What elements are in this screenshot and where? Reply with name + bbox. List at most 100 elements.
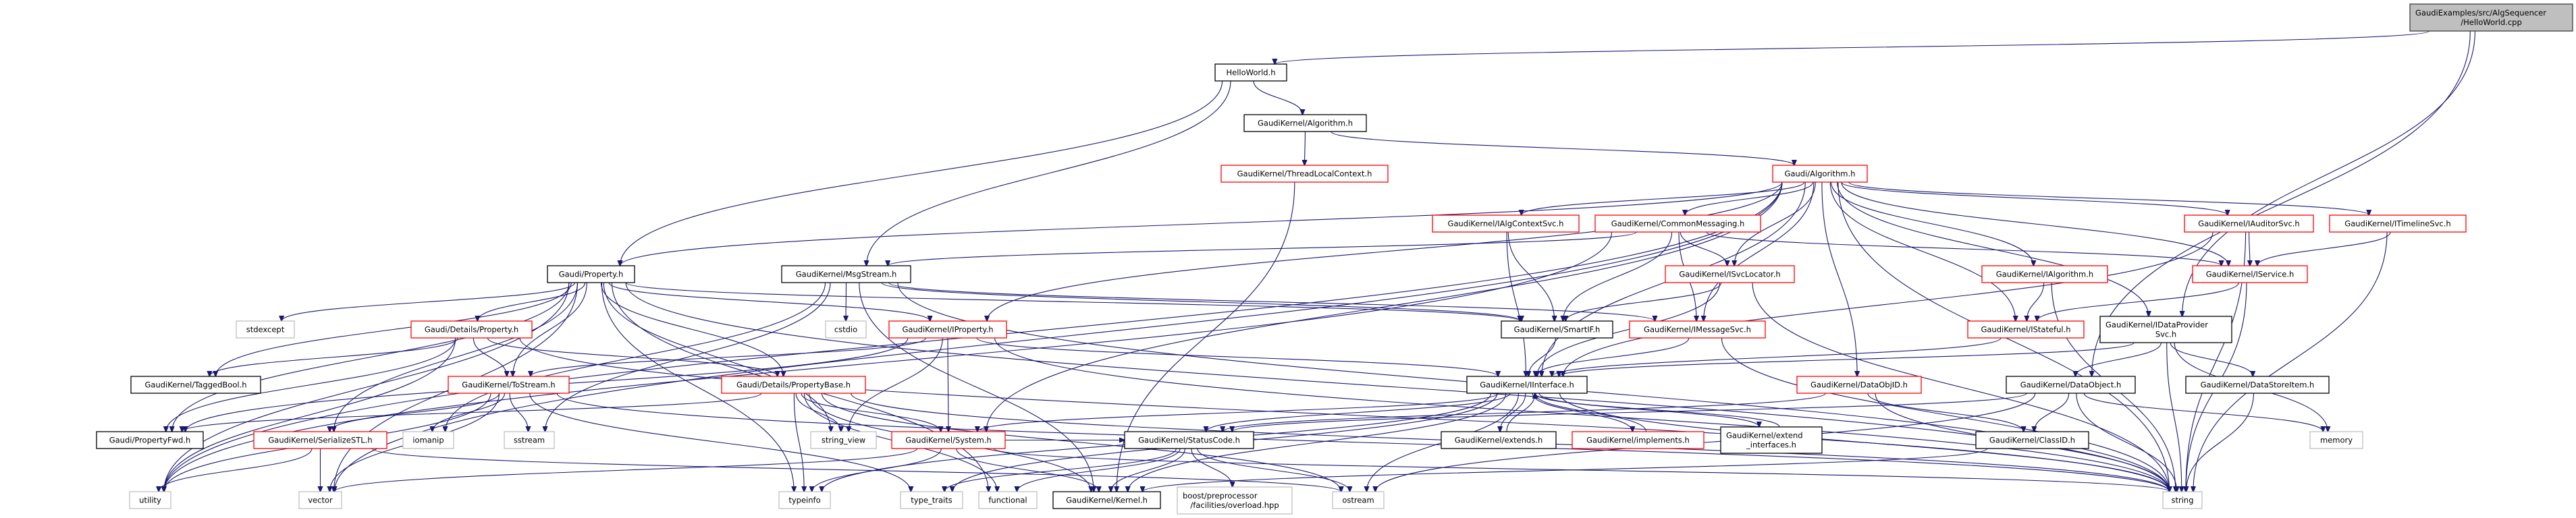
node-smartif[interactable]: GaudiKernel/SmartIF.h: [1501, 320, 1613, 339]
node-cmsg[interactable]: GaudiKernel/CommonMessaging.h: [1594, 214, 1761, 233]
node-box[interactable]: [1177, 486, 1293, 515]
node-box[interactable]: [2162, 491, 2203, 509]
node-box[interactable]: [1466, 376, 1588, 394]
node-box[interactable]: [2192, 265, 2308, 283]
node-box[interactable]: [810, 431, 877, 449]
node-sstream[interactable]: sstream: [504, 431, 555, 449]
node-box[interactable]: [1124, 431, 1254, 449]
node-box[interactable]: [1975, 431, 2089, 449]
node-box[interactable]: [298, 491, 342, 509]
node-box[interactable]: [2185, 376, 2330, 394]
node-pfwd[interactable]: Gaudi/PropertyFwd.h: [96, 431, 204, 449]
node-iint[interactable]: GaudiKernel/IInterface.h: [1466, 376, 1588, 394]
node-aud[interactable]: GaudiKernel/IAuditorSvc.h: [2184, 214, 2314, 233]
node-box[interactable]: [1981, 265, 2108, 283]
node-box[interactable]: [1629, 320, 1766, 339]
node-box[interactable]: [1772, 165, 1868, 183]
node-box[interactable]: [2006, 376, 2136, 394]
node-box[interactable]: [900, 491, 963, 509]
node-kernel[interactable]: GaudiKernel/Kernel.h: [1052, 491, 1161, 509]
node-galg[interactable]: Gaudi/Algorithm.h: [1772, 165, 1868, 183]
node-box[interactable]: [129, 491, 171, 509]
node-imsg[interactable]: GaudiKernel/IMessageSvc.h: [1629, 320, 1766, 339]
node-box[interactable]: [130, 376, 261, 394]
node-boost[interactable]: boost/preprocessor/facilities/overload.h…: [1177, 486, 1293, 515]
node-extif[interactable]: GaudiKernel/extend _interfaces.h: [1720, 426, 1823, 454]
node-box[interactable]: [1220, 165, 1389, 183]
node-pbase[interactable]: Gaudi/Details/PropertyBase.h: [721, 376, 866, 394]
node-iomanip[interactable]: iomanip: [402, 431, 454, 449]
node-idp[interactable]: GaudiKernel/IDataProvider Svc.h: [2099, 316, 2232, 343]
node-dsi[interactable]: GaudiKernel/DataStoreItem.h: [2185, 376, 2330, 394]
node-box[interactable]: [2409, 3, 2573, 32]
node-tagged[interactable]: GaudiKernel/TaggedBool.h: [130, 376, 261, 394]
node-cstdio[interactable]: cstdio: [825, 320, 867, 339]
node-box[interactable]: [1720, 426, 1823, 454]
node-extends[interactable]: GaudiKernel/extends.h: [1441, 431, 1557, 449]
node-utility[interactable]: utility: [129, 491, 171, 509]
node-box[interactable]: [781, 265, 911, 283]
node-box[interactable]: [1796, 376, 1922, 394]
node-ialg[interactable]: GaudiKernel/IAlgorithm.h: [1981, 265, 2108, 283]
node-box[interactable]: [978, 491, 1038, 509]
node-box[interactable]: [253, 431, 387, 449]
node-box[interactable]: [1572, 431, 1705, 449]
node-box[interactable]: [504, 431, 555, 449]
node-istate[interactable]: GaudiKernel/IStateful.h: [1967, 320, 2085, 339]
node-box[interactable]: [2184, 214, 2314, 233]
node-tl[interactable]: GaudiKernel/ITimelineSvc.h: [2329, 214, 2467, 233]
node-string[interactable]: string: [2162, 491, 2203, 509]
node-box[interactable]: [96, 431, 204, 449]
node-sstl[interactable]: GaudiKernel/SerializeSTL.h: [253, 431, 387, 449]
node-memory[interactable]: memory: [2309, 431, 2363, 449]
node-tostream[interactable]: GaudiKernel/ToStream.h: [448, 376, 570, 394]
node-isvc[interactable]: GaudiKernel/IService.h: [2192, 265, 2308, 283]
node-box[interactable]: [448, 376, 570, 394]
node-statuscode[interactable]: GaudiKernel/StatusCode.h: [1124, 431, 1254, 449]
node-box[interactable]: [1243, 114, 1367, 132]
node-box[interactable]: [1441, 431, 1557, 449]
node-iprop[interactable]: GaudiKernel/IProperty.h: [888, 320, 1007, 339]
node-msg[interactable]: GaudiKernel/MsgStream.h: [781, 265, 911, 283]
node-impl[interactable]: GaudiKernel/implements.h: [1572, 431, 1705, 449]
node-typeinfo[interactable]: typeinfo: [778, 491, 831, 509]
node-box[interactable]: [1501, 320, 1613, 339]
node-box[interactable]: [2309, 431, 2363, 449]
node-system[interactable]: GaudiKernel/System.h: [891, 431, 1006, 449]
node-box[interactable]: [2329, 214, 2467, 233]
node-box[interactable]: [410, 320, 533, 339]
node-ostream[interactable]: ostream: [1332, 491, 1385, 509]
node-root[interactable]: GaudiExamples/src/AlgSequencer/HelloWorl…: [2409, 3, 2573, 32]
node-algctx[interactable]: GaudiKernel/IAlgContextSvc.h: [1432, 214, 1580, 233]
node-prop[interactable]: Gaudi/Property.h: [547, 265, 635, 283]
node-box[interactable]: [721, 376, 866, 394]
node-box[interactable]: [1432, 214, 1580, 233]
node-stdexcept[interactable]: stdexcept: [236, 320, 295, 339]
node-box[interactable]: [825, 320, 867, 339]
node-dobj[interactable]: GaudiKernel/DataObject.h: [2006, 376, 2136, 394]
node-tlc[interactable]: GaudiKernel/ThreadLocalContext.h: [1220, 165, 1389, 183]
node-box[interactable]: [547, 265, 635, 283]
node-type_traits[interactable]: type_traits: [900, 491, 963, 509]
node-box[interactable]: [1214, 63, 1287, 82]
node-box[interactable]: [2099, 316, 2232, 343]
node-classid[interactable]: GaudiKernel/ClassID.h: [1975, 431, 2089, 449]
node-box[interactable]: [1332, 491, 1385, 509]
node-dobjid[interactable]: GaudiKernel/DataObjID.h: [1796, 376, 1922, 394]
node-box[interactable]: [891, 431, 1006, 449]
node-box[interactable]: [402, 431, 454, 449]
node-gkalg[interactable]: GaudiKernel/Algorithm.h: [1243, 114, 1367, 132]
node-svcloc[interactable]: GaudiKernel/ISvcLocator.h: [1665, 265, 1795, 283]
node-box[interactable]: [888, 320, 1007, 339]
node-box[interactable]: [236, 320, 295, 339]
node-box[interactable]: [1967, 320, 2085, 339]
node-box[interactable]: [1052, 491, 1161, 509]
node-box[interactable]: [1594, 214, 1761, 233]
node-vector[interactable]: vector: [298, 491, 342, 509]
node-hw[interactable]: HelloWorld.h: [1214, 63, 1287, 82]
node-dprop[interactable]: Gaudi/Details/Property.h: [410, 320, 533, 339]
node-string_view[interactable]: string_view: [810, 431, 877, 449]
node-box[interactable]: [778, 491, 831, 509]
node-functional[interactable]: functional: [978, 491, 1038, 509]
node-box[interactable]: [1665, 265, 1795, 283]
